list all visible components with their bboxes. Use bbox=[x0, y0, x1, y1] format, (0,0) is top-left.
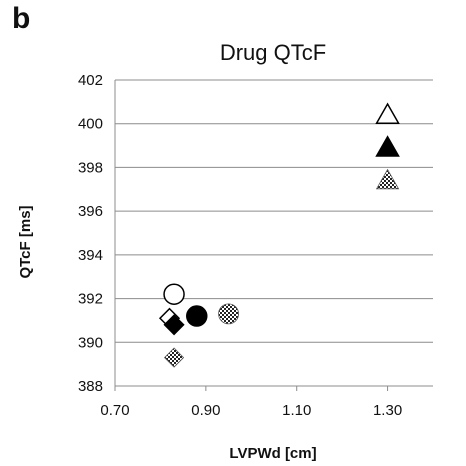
open-circle-point-0 bbox=[163, 283, 185, 305]
y-tick-label-392: 392 bbox=[78, 291, 103, 308]
x-tick-label-1.10: 1.10 bbox=[282, 402, 311, 419]
y-tick-label-388: 388 bbox=[78, 378, 103, 395]
hatched-diamond-point-5 bbox=[163, 347, 185, 368]
hatched-triangle-point-8 bbox=[375, 168, 400, 190]
x-tick-label-0.90: 0.90 bbox=[191, 402, 220, 419]
x-axis-label: LVPWd [cm] bbox=[229, 445, 316, 462]
y-tick-label-396: 396 bbox=[78, 203, 103, 220]
y-tick-label-398: 398 bbox=[78, 159, 103, 176]
solid-diamond-point-4 bbox=[163, 314, 185, 336]
solid-triangle-point-7 bbox=[375, 135, 400, 157]
axes bbox=[114, 80, 433, 391]
gridlines bbox=[115, 79, 433, 343]
x-tick-label-0.70: 0.70 bbox=[100, 402, 129, 419]
y-tick-label-402: 402 bbox=[78, 72, 103, 89]
tick-labels: 388 390 392 394 396 398 400 402 0.70 0.90 1.10 1.30 bbox=[78, 72, 402, 419]
solid-circle-point-1 bbox=[186, 305, 208, 327]
panel-letter: b bbox=[12, 2, 31, 35]
y-tick-label-400: 400 bbox=[78, 116, 103, 133]
y-tick-label-390: 390 bbox=[78, 334, 103, 351]
data-points bbox=[158, 102, 400, 368]
open-triangle-point-6 bbox=[375, 102, 400, 124]
x-tick-label-1.30: 1.30 bbox=[373, 402, 402, 419]
y-tick-label-394: 394 bbox=[78, 247, 103, 264]
chart-title: Drug QTcF bbox=[220, 40, 326, 65]
hatched-circle-point-2 bbox=[218, 303, 239, 325]
y-axis-label: QTcF [ms] bbox=[17, 205, 34, 278]
